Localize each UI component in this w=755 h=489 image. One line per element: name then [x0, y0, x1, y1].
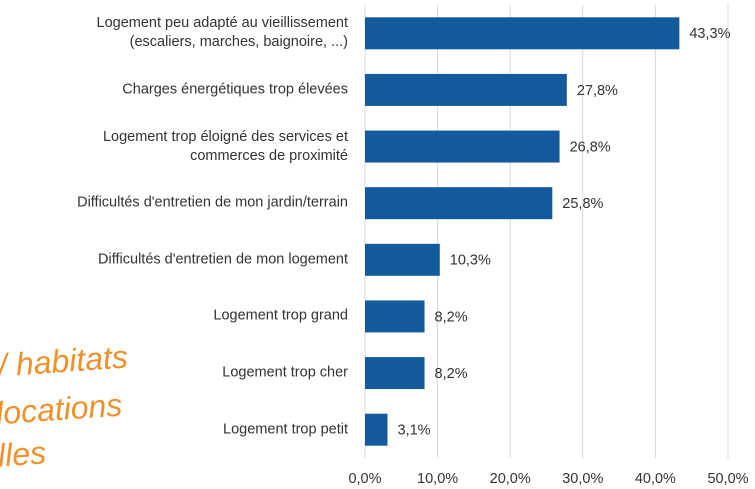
- y-tick-label: Logement trop cher: [222, 364, 348, 381]
- bar: [365, 73, 567, 106]
- bar: [365, 300, 425, 333]
- data-label: 3,1%: [398, 423, 431, 439]
- x-tick-label: 20,0%: [490, 471, 531, 487]
- y-tick-label: Logement trop petit: [223, 421, 348, 438]
- data-label: 27,8%: [577, 83, 618, 99]
- y-tick-label: Logement trop éloigné des services et co…: [102, 128, 348, 164]
- bar: [365, 17, 680, 50]
- x-tick-label: 40,0%: [635, 471, 676, 487]
- bar: [365, 357, 425, 390]
- bar: [365, 187, 553, 220]
- data-label: 43,3%: [689, 26, 730, 42]
- x-tick-label: 10,0%: [417, 471, 458, 487]
- bar: [365, 130, 560, 163]
- y-tick-label: Charges énergétiques trop élevées: [122, 81, 348, 98]
- y-tick-label: Difficultés d'entretien de mon jardin/te…: [77, 194, 348, 211]
- data-label: 26,8%: [570, 139, 611, 155]
- bar: [365, 243, 440, 276]
- x-tick-label: 0,0%: [348, 471, 381, 487]
- x-tick-label: 30,0%: [562, 471, 603, 487]
- x-tick-label: 50,0%: [707, 471, 748, 487]
- y-tick-label: Difficultés d'entretien de mon logement: [98, 251, 348, 268]
- data-label: 10,3%: [450, 253, 491, 269]
- data-label: 25,8%: [562, 196, 603, 212]
- data-label: 8,2%: [435, 366, 468, 382]
- bar: [365, 413, 388, 446]
- data-label: 8,2%: [435, 309, 468, 325]
- y-tick-label: Logement trop grand: [213, 307, 348, 324]
- y-tick-label: Logement peu adapté au vieillissement (e…: [96, 15, 349, 51]
